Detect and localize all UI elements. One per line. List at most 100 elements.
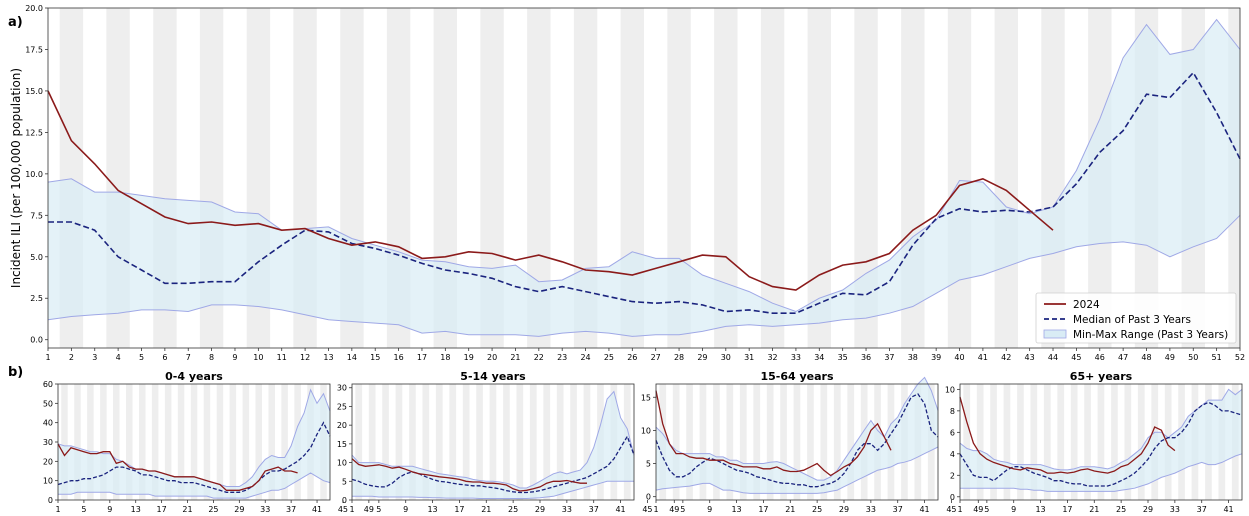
x-tick-label: 27: [651, 353, 661, 362]
x-tick-label: 23: [557, 353, 567, 362]
y-tick-label: 60: [43, 380, 53, 389]
week-stripe: [713, 384, 720, 500]
week-stripe: [672, 384, 680, 500]
range-lower-edge: [352, 480, 634, 499]
x-tick-label: 25: [1116, 505, 1126, 514]
y-tick-label: 15.0: [25, 87, 43, 96]
x-tick-label: 29: [234, 505, 244, 514]
week-stripe: [281, 384, 288, 500]
chart-title: 65+ years: [1070, 370, 1133, 383]
week-stripe: [190, 384, 198, 500]
y-tick-label: 15: [641, 393, 651, 402]
x-tick-label: 5: [680, 505, 685, 514]
range-upper-edge: [47, 18, 1241, 313]
x-tick-label: 41: [978, 353, 988, 362]
week-stripe: [1057, 384, 1065, 500]
x-tick-label: 9: [403, 505, 408, 514]
range-band: [352, 391, 634, 499]
plot-frame: [959, 383, 1243, 501]
week-stripe: [126, 384, 133, 500]
week-stripe: [1137, 384, 1145, 500]
week-stripe: [529, 384, 537, 500]
week-stripe: [177, 384, 185, 500]
x-tick-label: 13: [731, 505, 741, 514]
range-lower-edge: [47, 214, 1241, 337]
y-tick-label: 7.5: [30, 211, 43, 220]
x-tick-label: 4: [116, 353, 121, 362]
x-tick-label: 49: [669, 505, 679, 514]
week-stripe: [963, 384, 971, 500]
x-tick-label: 29: [697, 353, 707, 362]
y-tick-label: 20.0: [25, 4, 43, 13]
current-year-line: [655, 390, 892, 477]
x-tick-label: 21: [182, 505, 192, 514]
x-tick-label: 7: [186, 353, 191, 362]
range-lower-edge: [655, 446, 939, 494]
range-band: [58, 389, 330, 499]
week-stripe: [382, 384, 389, 500]
plot-frame: [351, 383, 635, 501]
range-band: [48, 19, 1240, 337]
week-stripe: [807, 384, 814, 500]
x-tick-label: 41: [312, 505, 322, 514]
week-stripe: [583, 384, 591, 500]
week-stripe: [1097, 384, 1105, 500]
x-tick-label: 49: [1165, 353, 1175, 362]
week-stripe: [61, 384, 68, 500]
week-stripe: [151, 384, 159, 500]
week-stripe: [807, 8, 831, 348]
week-stripe: [74, 384, 81, 500]
x-tick-label: 35: [838, 353, 848, 362]
y-tick-label: 30: [337, 384, 347, 393]
y-tick-label: 10: [337, 459, 347, 468]
x-tick-label: 9: [107, 505, 112, 514]
week-stripe: [435, 384, 443, 500]
y-tick-label: 17.5: [25, 45, 43, 54]
range-lower-edge: [960, 453, 1243, 492]
x-tick-label: 37: [589, 505, 599, 514]
week-stripe: [489, 384, 497, 500]
week-stripe: [139, 384, 146, 500]
x-tick-label: 25: [604, 353, 614, 362]
y-tick-label: 8: [950, 407, 955, 416]
week-stripe: [164, 384, 172, 500]
x-tick-label: 13: [323, 353, 333, 362]
week-stripe: [820, 384, 828, 500]
median-line: [655, 393, 939, 488]
week-stripe: [556, 384, 564, 500]
x-tick-label: 9: [232, 353, 237, 362]
y-tick-label: 0.0: [30, 336, 43, 345]
x-tick-label: 49: [973, 505, 983, 514]
x-tick-label: 41: [919, 505, 929, 514]
week-stripe: [994, 8, 1018, 348]
median-line: [48, 71, 1241, 314]
x-tick-label: 45: [946, 505, 956, 514]
week-stripe: [847, 384, 855, 500]
plot-frame: [655, 383, 939, 501]
week-stripe: [255, 384, 262, 500]
x-tick-label: 37: [1197, 505, 1207, 514]
week-stripe: [516, 384, 524, 500]
legend-box: [1035, 292, 1237, 344]
week-stripe: [242, 384, 250, 500]
x-tick-label: 37: [286, 505, 296, 514]
week-stripe: [449, 384, 457, 500]
x-tick-label: 33: [791, 353, 801, 362]
x-tick-label: 31: [744, 353, 754, 362]
x-tick-label: 36: [861, 353, 871, 362]
y-tick-label: 6: [950, 428, 955, 437]
x-tick-label: 13: [427, 505, 437, 514]
x-tick-label: 5: [81, 505, 86, 514]
x-tick-label: 25: [208, 505, 218, 514]
y-tick-label: 5: [342, 477, 347, 486]
y-tick-label: 10: [43, 477, 53, 486]
x-tick-label: 21: [510, 353, 520, 362]
week-stripe: [1111, 384, 1118, 500]
x-tick-label: 1: [957, 505, 962, 514]
x-tick-label: 17: [1062, 505, 1072, 514]
x-tick-label: 1: [45, 353, 50, 362]
y-tick-label: 10: [945, 385, 955, 394]
week-stripe: [760, 8, 785, 348]
